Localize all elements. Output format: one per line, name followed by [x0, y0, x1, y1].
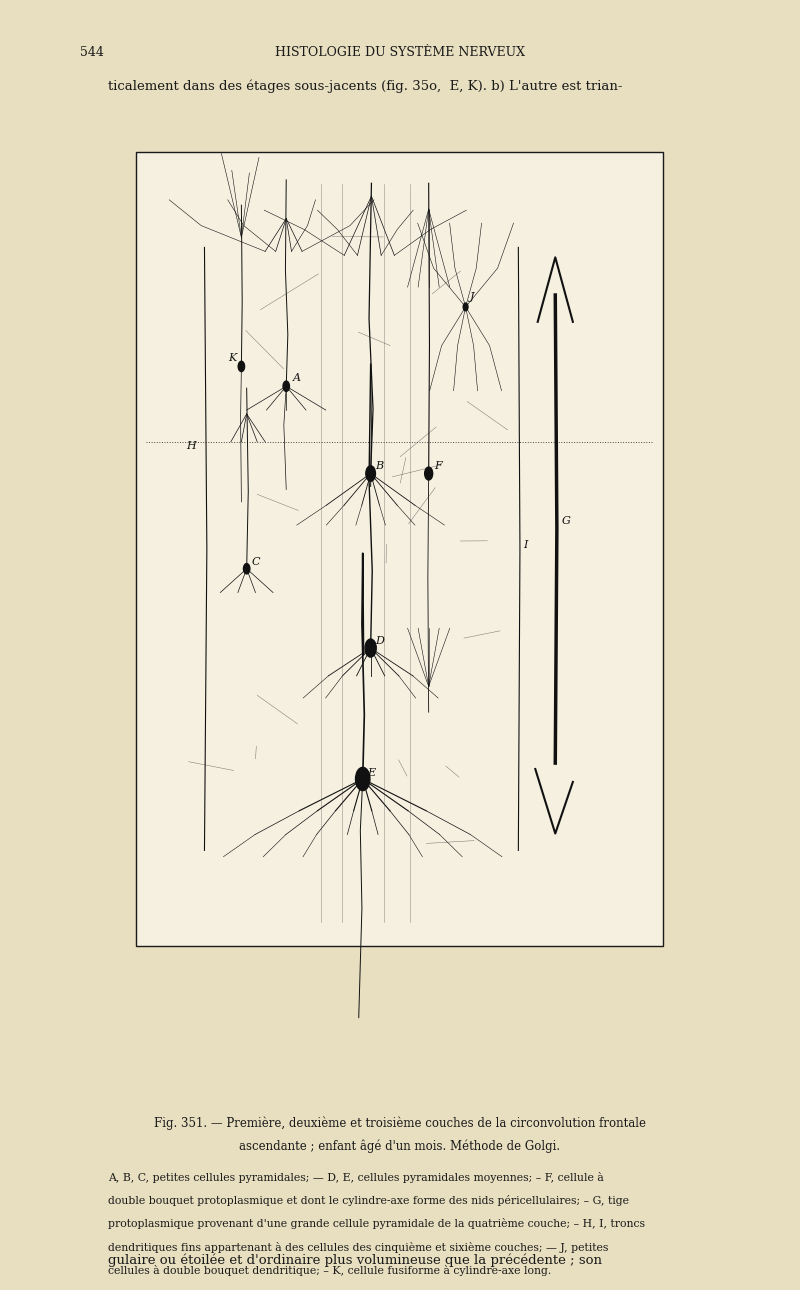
Text: cellules à double bouquet dendritique; – K, cellule fusiforme à cylindre-axe lon: cellules à double bouquet dendritique; –… — [108, 1264, 551, 1276]
Text: 544: 544 — [80, 46, 104, 59]
Text: J: J — [470, 292, 474, 302]
Text: K: K — [228, 353, 237, 364]
Text: H: H — [186, 441, 196, 450]
Text: I: I — [523, 541, 527, 550]
Text: B: B — [375, 461, 384, 471]
Text: E: E — [368, 768, 376, 778]
Circle shape — [243, 564, 250, 574]
Text: C: C — [252, 557, 261, 568]
Text: protoplasmique provenant d'une grande cellule pyramidale de la quatrième couche;: protoplasmique provenant d'une grande ce… — [108, 1218, 645, 1229]
Text: dendritiques fins appartenant à des cellules des cinquième et sixième couches; —: dendritiques fins appartenant à des cell… — [108, 1241, 608, 1253]
Text: double bouquet protoplasmique et dont le cylindre-axe forme des nids péricellula: double bouquet protoplasmique et dont le… — [108, 1195, 629, 1206]
Text: ascendante ; enfant âgé d'un mois. Méthode de Golgi.: ascendante ; enfant âgé d'un mois. Métho… — [239, 1140, 560, 1153]
Circle shape — [425, 467, 433, 480]
Text: HISTOLOGIE DU SYSTÈME NERVEUX: HISTOLOGIE DU SYSTÈME NERVEUX — [274, 46, 525, 59]
Circle shape — [366, 466, 375, 481]
Circle shape — [355, 768, 370, 791]
Text: G: G — [562, 516, 570, 526]
Text: F: F — [434, 461, 442, 471]
Bar — [136, 152, 663, 946]
Text: ticalement dans des étages sous-jacents (fig. 35o,  E, K). b) L'autre est trian-: ticalement dans des étages sous-jacents … — [108, 80, 622, 93]
Text: D: D — [375, 636, 384, 646]
Circle shape — [283, 381, 290, 391]
Circle shape — [463, 303, 468, 311]
Circle shape — [238, 361, 245, 372]
Text: A: A — [293, 373, 301, 383]
Text: A, B, C, petites cellules pyramidales; — D, E, cellules pyramidales moyennes; – : A, B, C, petites cellules pyramidales; —… — [108, 1171, 604, 1183]
Circle shape — [365, 639, 376, 657]
Text: Fig. 351. — Première, deuxième et troisième couches de la circonvolution frontal: Fig. 351. — Première, deuxième et troisi… — [154, 1116, 646, 1130]
Text: gulaire ou étoilée et d'ordinaire plus volumineuse que la précédente ; son: gulaire ou étoilée et d'ordinaire plus v… — [108, 1254, 602, 1267]
